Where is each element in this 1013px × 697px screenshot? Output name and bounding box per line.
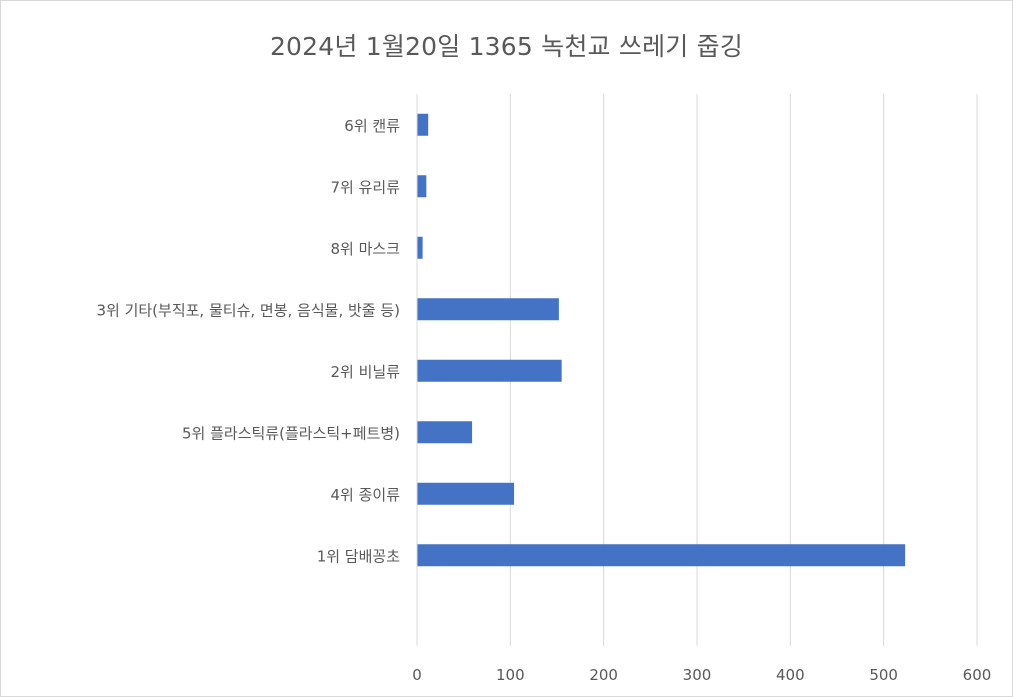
x-tick-label: 200 [589, 666, 618, 684]
bar [417, 298, 559, 321]
category-label: 1위 담배꽁초 [317, 547, 401, 565]
category-label: 5위 플라스틱류(플라스틱+페트병) [182, 424, 400, 442]
bar [417, 359, 562, 382]
x-tick-label: 0 [412, 666, 422, 684]
x-tick-label: 500 [869, 666, 898, 684]
category-label: 6위 캔류 [344, 117, 400, 135]
category-label: 2위 비닐류 [330, 363, 400, 381]
x-tick-label: 400 [776, 666, 805, 684]
bar [417, 236, 423, 259]
x-tick-label: 100 [496, 666, 525, 684]
category-label: 3위 기타(부직포, 물티슈, 면봉, 음식물, 밧줄 등) [96, 301, 400, 319]
bar [417, 113, 429, 136]
bar [417, 544, 906, 567]
chart-title: 2024년 1월20일 1365 녹천교 쓰레기 줍깅 [269, 32, 744, 61]
bar [417, 421, 473, 444]
x-tick-label: 600 [963, 666, 992, 684]
bar [417, 175, 427, 198]
category-label: 4위 종이류 [330, 486, 400, 504]
category-label: 8위 마스크 [330, 240, 400, 258]
category-label: 7위 유리류 [330, 178, 400, 196]
x-tick-label: 300 [683, 666, 712, 684]
bar [417, 482, 515, 505]
